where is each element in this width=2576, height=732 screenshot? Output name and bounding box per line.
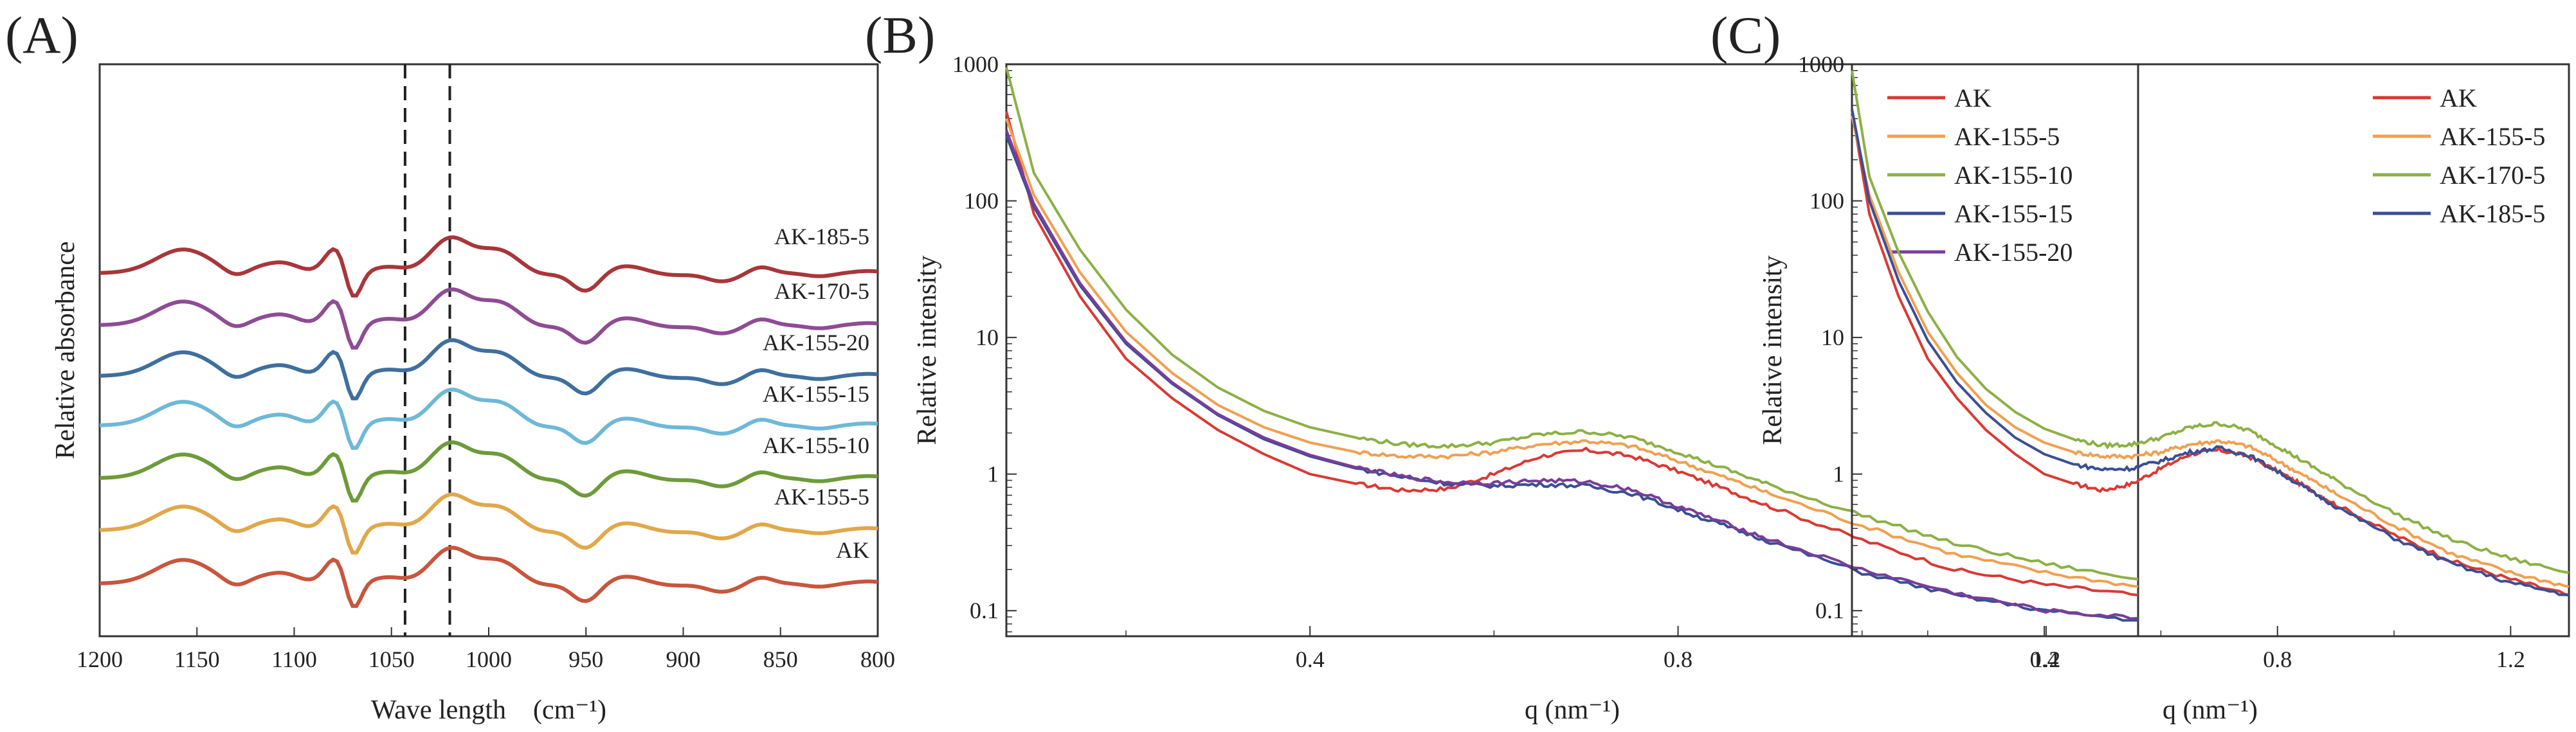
x-tick-label: 850: [763, 647, 798, 672]
curve-ak-155-5: [1851, 115, 2570, 588]
trace-ak-185-5: [99, 235, 878, 298]
panel-b: (B) 0.1 1 10 100 1000 0.4 0.8 1.2 AK AK-155-5 AK-…: [865, 6, 2139, 725]
curve-ak: [1005, 111, 2139, 596]
panel-a-letter: (A): [5, 6, 78, 64]
panel-c-curves: [1851, 70, 2570, 596]
x-tick-label: 1150: [174, 647, 220, 672]
y-tick-label: 0.1: [970, 598, 999, 623]
panel-a-traces: AK AK-155-5 AK-155-10 AK-155-15 AK-155-20 AK-…: [99, 224, 878, 608]
x-tick-label: 1200: [77, 647, 123, 672]
y-tick-label: 1000: [1798, 51, 1844, 77]
trace-label: AK: [836, 537, 869, 563]
trace-ak-155-5: [99, 492, 878, 555]
trace-label: AK-155-10: [763, 433, 869, 458]
x-tick-label: 800: [860, 647, 895, 672]
x-tick-label: 0.4: [2030, 647, 2059, 672]
legend-label: AK-155-15: [1954, 199, 2073, 228]
y-tick-label: 10: [975, 325, 999, 350]
legend-label: AK: [2440, 84, 2477, 112]
trace-label: AK-185-5: [774, 224, 869, 249]
y-tick-label: 1: [987, 461, 999, 487]
curve-ak-155-5: [1005, 118, 2139, 588]
trace-label: AK-155-5: [774, 484, 869, 510]
legend-label: AK-185-5: [2440, 199, 2545, 228]
panel-a-dashed-lines: [403, 64, 451, 636]
panel-b-xlabel: q (nm⁻¹): [1525, 695, 1620, 725]
panel-c-ylabel: Relative intensity: [1758, 255, 1788, 445]
panel-b-letter: (B): [865, 6, 935, 64]
panel-a-ylabel: Relative absorbance: [51, 241, 80, 459]
x-tick-label: 1050: [368, 647, 415, 672]
trace-ak-155-10: [99, 440, 878, 503]
curve-ak-155-10: [1005, 67, 2139, 581]
legend-label: AK: [1954, 84, 1991, 112]
legend-label: AK-155-5: [2440, 122, 2545, 151]
y-tick-label: 10: [1821, 325, 1844, 350]
trace-ak: [99, 546, 878, 608]
panel-a-x-ticks: 1200 1150 1100 1050 1000 950 900 850 800: [77, 627, 895, 672]
x-tick-label: 0.8: [1664, 647, 1692, 672]
y-tick-label: 1000: [952, 51, 999, 77]
panel-b-legend: AK AK-155-5 AK-155-10 AK-155-15 AK-155-20: [1887, 84, 2073, 267]
trace-label: AK-170-5: [774, 278, 869, 304]
panel-a-xlabel: Wave length (cm⁻¹): [371, 695, 606, 725]
y-tick-label: 100: [964, 188, 999, 214]
legend-label: AK-170-5: [2440, 161, 2545, 190]
trace-ak-155-20: [99, 338, 878, 400]
x-tick-label: 1000: [466, 647, 512, 672]
x-tick-label: 900: [666, 647, 701, 672]
trace-ak-170-5: [99, 287, 878, 350]
y-tick-label: 1: [1833, 461, 1844, 487]
panel-c-legend: AK AK-155-5 AK-170-5 AK-185-5: [2373, 84, 2545, 228]
x-tick-label: 1.2: [2496, 647, 2525, 672]
x-tick-label: 0.4: [1296, 647, 1325, 672]
curve-ak-170-5: [1851, 70, 2570, 574]
trace-label: AK-155-20: [763, 330, 869, 355]
panel-c-letter: (C): [1710, 6, 1781, 64]
panel-b-ylabel: Relative intensity: [912, 255, 942, 445]
panel-b-curves: [1005, 67, 2139, 622]
trace-ak-155-15: [99, 388, 878, 450]
y-tick-label: 0.1: [1815, 598, 1844, 623]
panel-a: (A) 1200 1150 1100 1050 1000 950 900 850 800 AKA…: [5, 6, 895, 725]
panel-b-ticks: 0.1 1 10 100 1000 0.4 0.8 1.2: [952, 51, 2060, 672]
x-tick-label: 1.2: [2031, 647, 2060, 672]
legend-label: AK-155-5: [1954, 122, 2060, 151]
x-tick-label: 0.8: [2263, 647, 2292, 672]
panel-c: (C) 0.1 1 10 100 1000 0.4 0.8 1.2 AK AK-155-5 AK-…: [1710, 6, 2570, 725]
panel-c-xlabel: q (nm⁻¹): [2163, 695, 2258, 725]
curve-ak-155-20: [1005, 129, 2139, 620]
trace-label: AK-155-15: [763, 381, 869, 407]
curve-ak-185-5: [1851, 109, 2570, 596]
x-tick-label: 950: [568, 647, 603, 672]
legend-label: AK-155-10: [1954, 161, 2073, 190]
legend-label: AK-155-20: [1954, 238, 2073, 267]
y-tick-label: 100: [1810, 188, 1844, 214]
x-tick-label: 1100: [271, 647, 317, 672]
panel-c-ticks: 0.1 1 10 100 1000 0.4 0.8 1.2: [1798, 51, 2525, 672]
